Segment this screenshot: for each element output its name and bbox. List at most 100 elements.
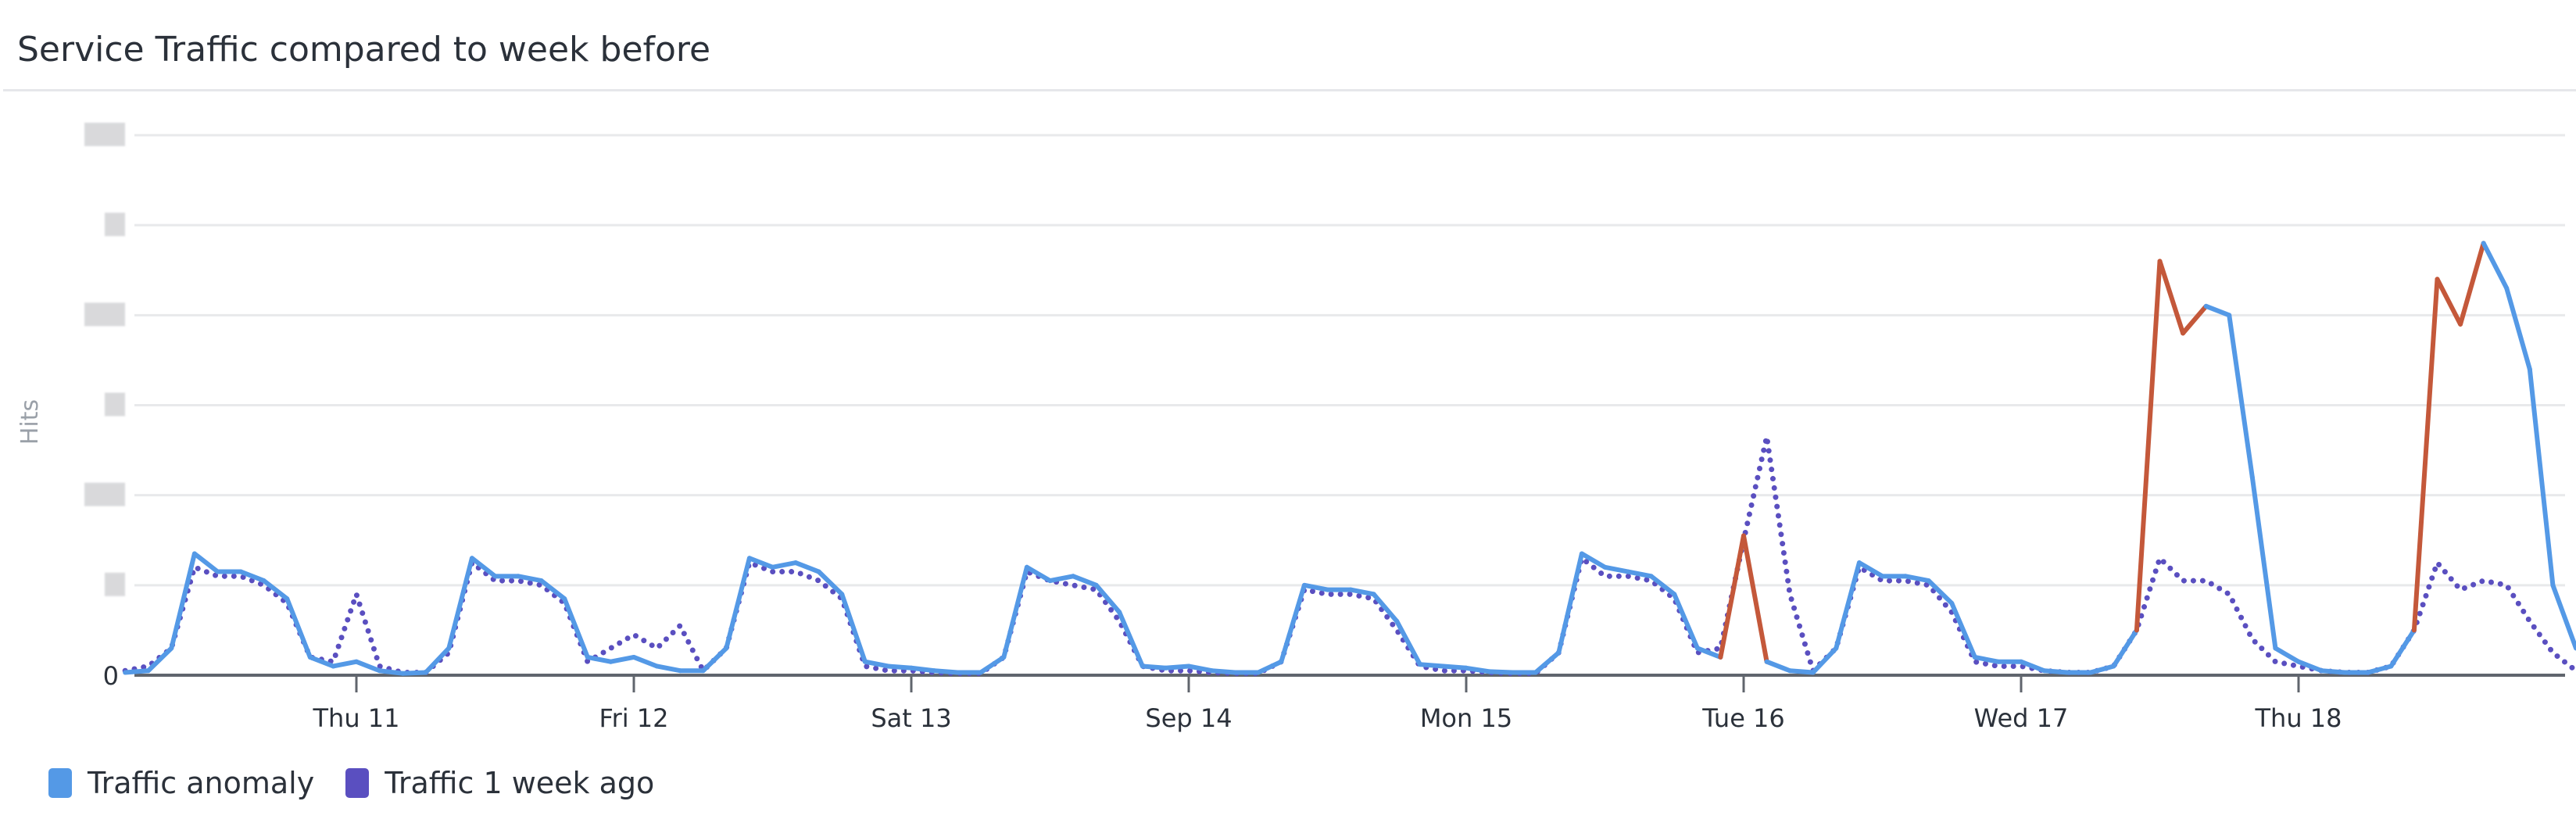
series-segment-traffic-anomaly	[1972, 654, 2001, 664]
legend-item-traffic-anomaly[interactable]: Traffic anomaly	[48, 766, 314, 800]
series-segment-traffic-anomaly	[354, 659, 382, 674]
chart-title: Service Traffic compared to week before	[17, 30, 711, 70]
series-line-traffic-1-week-ago	[122, 434, 2576, 677]
series-segment-traffic-anomaly	[145, 646, 174, 674]
series-segment-traffic-anomaly	[1279, 582, 1307, 664]
series-segment-traffic-anomaly	[1533, 650, 1562, 675]
series-segment-traffic-anomaly	[700, 646, 729, 674]
legend-label: Traffic anomaly	[88, 766, 315, 800]
series-segment-traffic-anomaly	[2388, 628, 2417, 669]
y-tick-label-redacted	[105, 572, 125, 596]
series-segment-traffic-anomaly	[1694, 646, 1723, 660]
series-segment-traffic-anomaly	[516, 574, 544, 584]
series-segment-traffic-anomaly	[585, 654, 614, 664]
series-segment-traffic-anomaly	[2249, 474, 2278, 651]
series-segment-traffic-anomaly	[1117, 610, 1145, 669]
x-tick-label: Sep 14	[1145, 703, 1232, 733]
series-segment-traffic-anomaly	[2481, 241, 2510, 291]
series-segment-traffic-anomaly	[1163, 663, 1191, 671]
series-segment-traffic-anomaly	[1001, 564, 1029, 660]
series-segment-traffic-anomaly	[631, 654, 660, 669]
series-segment-traffic-anomaly	[816, 569, 845, 597]
series-segment-traffic-anomaly	[793, 560, 821, 574]
legend-label: Traffic 1 week ago	[385, 766, 655, 800]
series-segment-traffic-anomaly	[2203, 303, 2232, 318]
series-segment-traffic-anomaly	[1140, 663, 1168, 671]
series-segment-traffic-anomaly	[238, 569, 267, 584]
series-segment-traffic-anomaly	[169, 551, 197, 651]
series-segment-traffic-anomaly	[2227, 313, 2255, 480]
series-segment-traffic-anomaly	[1417, 662, 1446, 669]
series-segment-traffic-anomaly	[1602, 564, 1631, 574]
x-tick-label: Thu 18	[2255, 703, 2342, 733]
x-tick-label: Wed 17	[1974, 703, 2069, 733]
series-segment-traffic-anomaly	[608, 654, 636, 664]
series-segment-traffic-anomaly	[1047, 574, 1076, 584]
series-segment-traffic-anomaly	[1764, 659, 1793, 674]
series-segment-traffic-anomaly	[1487, 669, 1515, 675]
series-segment-traffic-anomaly	[1024, 564, 1053, 584]
series-segment-traffic-anomaly	[1856, 560, 1885, 579]
series-segment-traffic-anomaly	[2088, 663, 2116, 675]
series-segment-traffic-anomaly	[469, 556, 498, 579]
series-segment-traffic-anomaly	[1394, 618, 1422, 667]
series-segment-traffic-anomaly	[862, 659, 891, 669]
series-segment-traffic-anomaly	[654, 663, 683, 674]
y-tick-label-redacted	[105, 392, 125, 417]
legend-swatch	[345, 768, 370, 798]
series-segment-traffic-anomaly	[2273, 646, 2301, 664]
y-tick-label-redacted	[84, 302, 125, 327]
series-segment-traffic-anomaly	[261, 578, 290, 602]
series-segment-traffic-anomaly	[1464, 665, 1492, 674]
series-segment-traffic-anomaly	[2296, 659, 2324, 674]
series-segment-traffic-anomaly	[978, 654, 1007, 675]
x-tick-label: Mon 15	[1420, 703, 1512, 733]
series-segment-traffic-anomaly	[1071, 574, 1099, 588]
series-segment-traffic-anomaly	[2365, 663, 2394, 675]
series-segment-traffic-anomaly	[1209, 668, 1238, 675]
series-segment-traffic-anomaly	[123, 668, 151, 675]
x-tick-label: Thu 11	[313, 703, 400, 733]
y-tick-label: 0	[103, 661, 119, 691]
legend-item-traffic-1-week-ago[interactable]: Traffic 1 week ago	[345, 766, 654, 800]
anomaly-segment	[2435, 277, 2463, 327]
series-segment-traffic-anomaly	[2019, 659, 2047, 674]
series-segment-traffic-anomaly	[724, 556, 752, 651]
series-segment-traffic-anomaly	[1348, 587, 1376, 597]
anomaly-segment	[2411, 277, 2440, 633]
y-tick-label-redacted	[84, 123, 125, 146]
series-segment-traffic-anomaly	[307, 654, 336, 669]
legend: Traffic anomaly Traffic 1 week ago	[48, 766, 685, 800]
series-segment-traffic-anomaly	[423, 646, 452, 675]
series-segment-traffic-anomaly	[1093, 582, 1122, 615]
series-segment-traffic-anomaly	[1810, 646, 1839, 675]
series-segment-traffic-anomaly	[562, 596, 590, 660]
x-tick-label: Tue 16	[1701, 703, 1785, 733]
series-segment-traffic-anomaly	[284, 596, 313, 660]
series-segment-traffic-anomaly	[377, 668, 406, 676]
series-segment-traffic-anomaly	[400, 670, 428, 676]
series-segment-traffic-anomaly	[770, 560, 799, 570]
series-segment-traffic-anomaly	[1186, 663, 1215, 674]
series-segment-traffic-anomaly	[1626, 569, 1654, 579]
series-segment-traffic-anomaly	[746, 556, 775, 570]
series-segment-traffic-anomaly	[1371, 592, 1400, 624]
series-segment-traffic-anomaly	[1301, 582, 1330, 592]
series-segment-traffic-anomaly	[1787, 668, 1816, 675]
anomaly-segment	[2134, 259, 2163, 633]
series-segment-traffic-anomaly	[909, 665, 937, 674]
y-tick-label-redacted	[105, 213, 125, 237]
header-divider	[3, 89, 2576, 91]
series-segment-traffic-anomaly	[2041, 668, 2070, 675]
anomaly-segment	[2181, 303, 2209, 336]
series-segment-traffic-anomaly	[1556, 551, 1584, 656]
series-segment-traffic-anomaly	[1926, 578, 1955, 606]
line-chart: 0 Thu 11 Fri 12 Sat 13 Sep 14 Mon 15 Tue 16 We…	[16, 123, 2576, 733]
anomaly-segment	[2458, 241, 2486, 327]
y-axis-label: Hits	[16, 399, 44, 445]
series-segment-traffic-anomaly	[331, 659, 359, 669]
series-segment-traffic-anomaly	[191, 551, 220, 574]
y-tick-label-redacted	[84, 482, 125, 506]
anomaly-segment	[1718, 533, 1746, 660]
series-segment-traffic-anomaly	[1949, 600, 1977, 660]
